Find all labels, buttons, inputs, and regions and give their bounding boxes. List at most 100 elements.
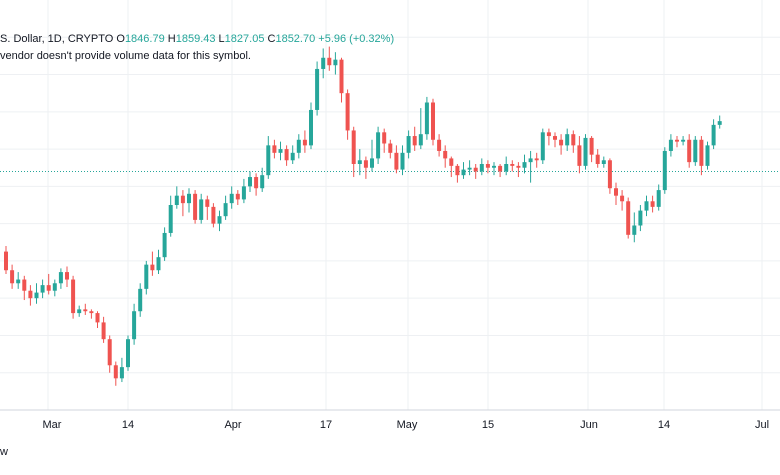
candle: [126, 335, 130, 371]
symbol-label: S. Dollar, 1D, CRYPTO: [0, 33, 114, 45]
candle: [333, 52, 338, 75]
candle: [492, 162, 496, 176]
candle: [223, 195, 228, 220]
candle-body: [553, 136, 557, 140]
candle-body: [89, 311, 94, 314]
candle: [626, 197, 631, 239]
candle: [174, 186, 179, 209]
candle-body: [71, 279, 76, 314]
candle-body: [717, 121, 722, 125]
candle-body: [473, 167, 478, 172]
candle: [119, 357, 124, 383]
candle-body: [638, 210, 643, 226]
candle-body: [52, 283, 57, 291]
candle-body: [77, 309, 82, 314]
candle: [339, 57, 344, 103]
candle: [595, 149, 600, 168]
candle: [607, 158, 612, 194]
time-axis-label: 14: [658, 419, 670, 431]
candle: [534, 152, 539, 168]
candle-body: [540, 132, 545, 161]
candle: [235, 190, 240, 205]
candle-body: [168, 205, 173, 233]
candle: [699, 136, 704, 176]
candle-body: [132, 311, 137, 340]
candle-body: [46, 285, 51, 291]
candle: [187, 188, 191, 213]
candle: [437, 134, 442, 157]
candle: [34, 283, 39, 304]
candle-body: [248, 177, 252, 187]
open-key: O: [116, 33, 125, 45]
candle: [156, 249, 161, 274]
candle: [675, 136, 679, 148]
candle-body: [546, 132, 551, 137]
candle-body: [4, 251, 8, 271]
candle-body: [406, 136, 411, 153]
candle-body: [681, 139, 686, 142]
close-key: C: [267, 33, 276, 45]
candle: [138, 283, 143, 317]
candle-body: [58, 272, 63, 284]
candle-body: [528, 158, 533, 163]
candle-body: [199, 199, 204, 220]
low-value: 1827.05: [224, 33, 265, 45]
time-axis-labels: Mar 14 Apr 17 May 15 Jun 14 Jul: [43, 419, 770, 431]
candle: [424, 96, 429, 140]
candle: [461, 162, 466, 179]
candle: [601, 156, 606, 168]
candle-body: [626, 201, 631, 235]
candle: [516, 162, 521, 178]
candle-body: [620, 195, 625, 202]
candle: [540, 128, 545, 164]
candle-body: [126, 339, 130, 368]
candle: [431, 98, 435, 146]
candle-body: [16, 279, 21, 284]
candle: [296, 134, 301, 159]
candle-body: [510, 164, 515, 166]
time-axis-label: 15: [482, 419, 494, 431]
candle: [10, 264, 15, 289]
candle-body: [577, 145, 582, 166]
candle: [290, 145, 295, 164]
candle-body: [388, 143, 393, 153]
candle-body: [315, 68, 320, 110]
candle-body: [412, 136, 417, 146]
candle: [504, 156, 509, 176]
candle-body: [205, 199, 210, 207]
candle: [620, 190, 625, 211]
candle: [418, 108, 423, 150]
candle: [327, 46, 332, 71]
candle: [357, 149, 362, 176]
candle: [644, 195, 649, 217]
candle: [638, 205, 643, 232]
candle: [345, 89, 350, 140]
candle-body: [693, 139, 698, 163]
candle: [589, 136, 594, 163]
high-key: H: [167, 33, 176, 45]
candle: [473, 164, 478, 179]
candle: [193, 190, 198, 224]
time-axis-label: Jun: [580, 419, 598, 431]
candle-body: [272, 145, 277, 153]
candle-body: [516, 165, 521, 168]
candle: [363, 156, 368, 179]
candle-body: [449, 158, 454, 166]
candle: [583, 134, 588, 170]
candle: [681, 136, 686, 146]
candle: [321, 48, 326, 79]
candle-body: [705, 145, 710, 166]
candle-body: [193, 193, 198, 220]
candle-body: [650, 201, 655, 207]
candle-body: [424, 102, 429, 135]
candle-body: [284, 149, 289, 161]
candle: [614, 182, 618, 205]
candle-body: [156, 257, 161, 271]
candle-body: [437, 139, 442, 151]
candle: [632, 212, 637, 243]
candle-body: [345, 93, 350, 131]
candle-body: [461, 169, 466, 176]
candle: [559, 134, 564, 155]
candle-body: [223, 203, 228, 217]
